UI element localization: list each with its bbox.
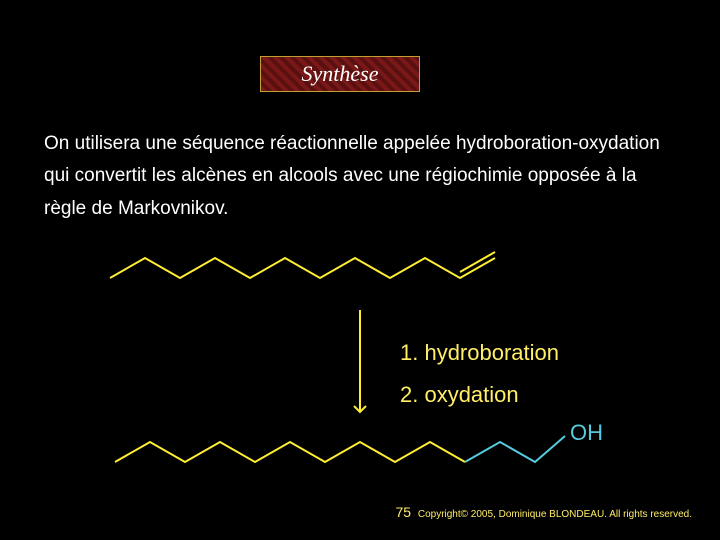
reaction-arrow [354, 310, 366, 412]
alkene-structure [110, 252, 495, 278]
step-2-label: 2. oxydation [400, 382, 519, 408]
page-number: 75 [395, 504, 411, 520]
step-1-label: 1. hydroboration [400, 340, 559, 366]
chemistry-diagram [0, 0, 720, 540]
copyright-text: Copyright© 2005, Dominique BLONDEAU. All… [418, 509, 692, 520]
alcohol-structure [115, 436, 565, 462]
footer: 75 Copyright© 2005, Dominique BLONDEAU. … [395, 504, 692, 520]
oh-label: OH [570, 420, 603, 446]
